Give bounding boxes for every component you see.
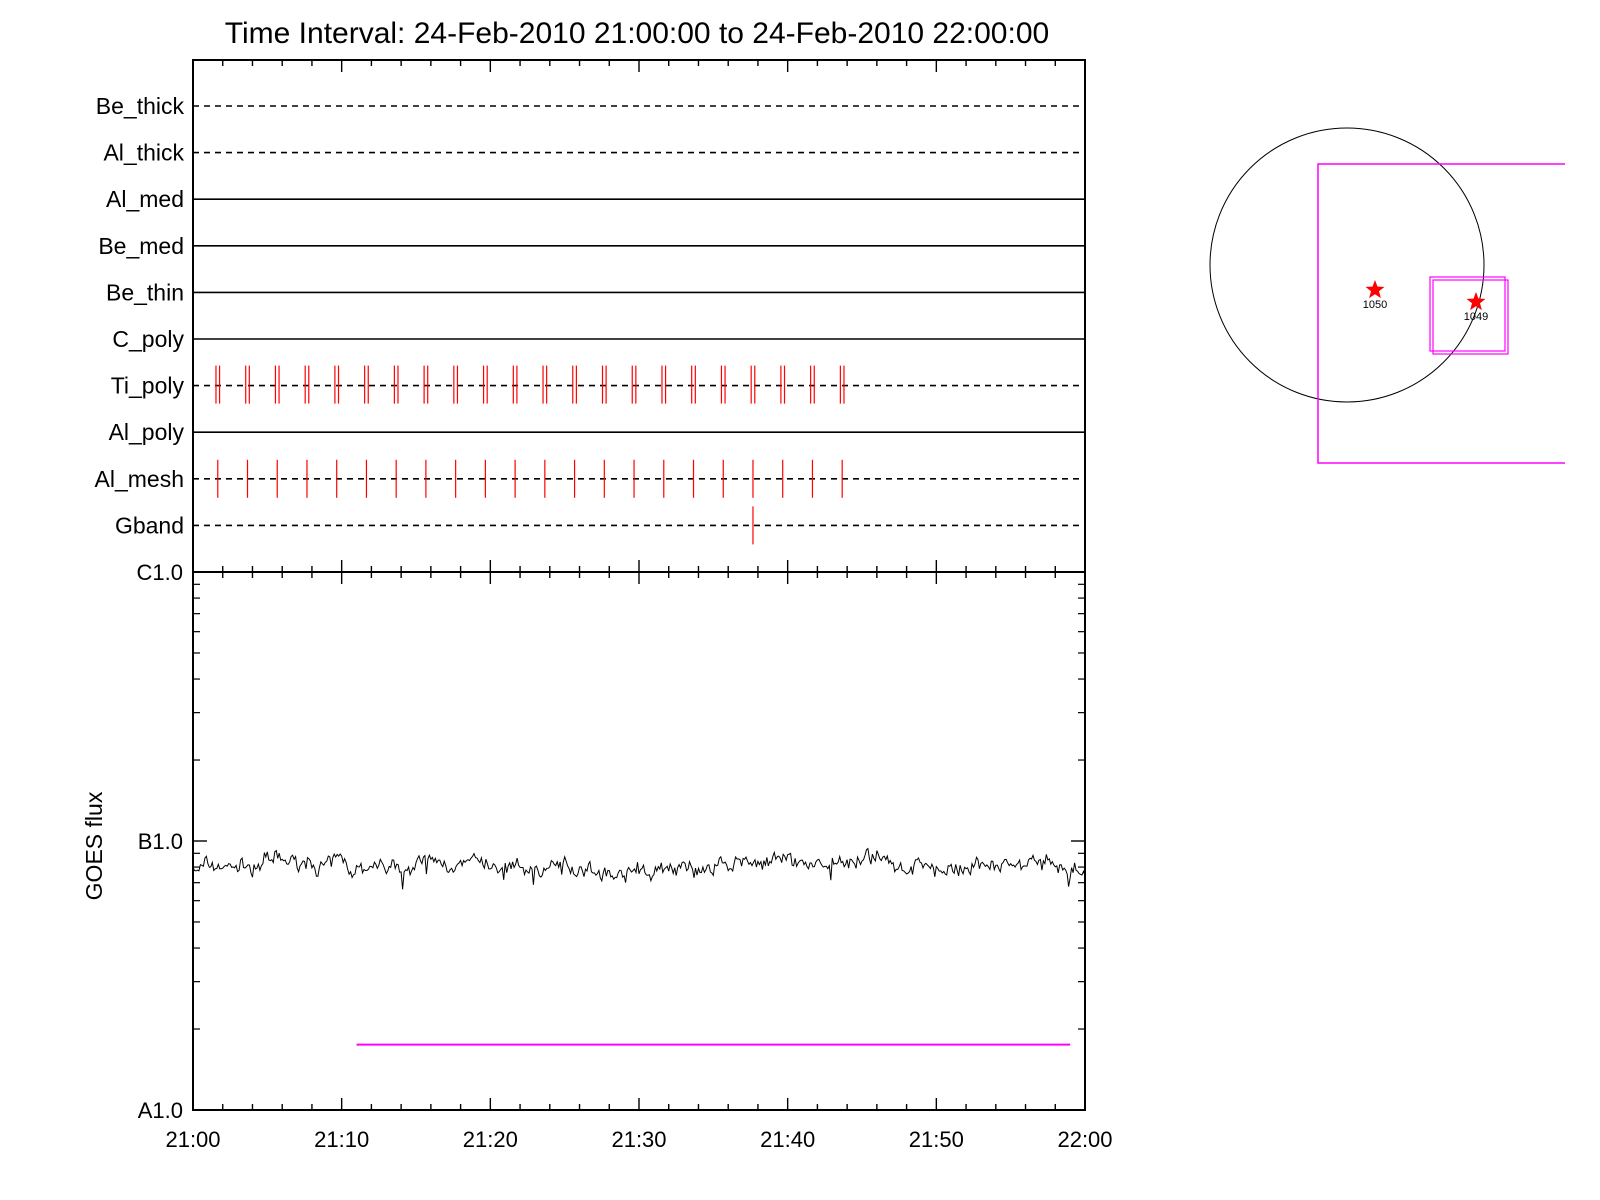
y-tick-label: C1.0: [137, 560, 183, 585]
fov-box-small: [1432, 279, 1509, 355]
row-label-be_thin: Be_thin: [106, 279, 184, 305]
fov-box-large: [1317, 163, 1565, 464]
y-tick-label: B1.0: [138, 829, 183, 854]
x-tick-label: 21:50: [909, 1127, 964, 1152]
x-tick-label: 22:00: [1057, 1127, 1112, 1152]
active-region-star-1050: [1365, 280, 1385, 299]
row-label-be_med: Be_med: [98, 233, 184, 259]
x-tick-label: 21:20: [463, 1127, 518, 1152]
bottom-panel-frame: [192, 571, 1086, 1111]
row-label-al_med: Al_med: [106, 186, 184, 212]
solar-disk-circle: [1209, 127, 1485, 403]
goes-flux-panel: C1.0 B1.0 A1.0 21:00 21:10 21:20 21:30 21:40 21:…: [137, 560, 1113, 1152]
y-axis-label: GOES flux: [81, 791, 107, 900]
sun-map-inset: 1050 1049: [1209, 127, 1565, 464]
active-region-star-1049: [1466, 292, 1486, 311]
row-label-ti_poly: Ti_poly: [111, 373, 185, 399]
x-tick-label: 21:00: [165, 1127, 220, 1152]
active-region-label-1050: 1050: [1363, 299, 1387, 311]
row-label-c_poly: C_poly: [112, 326, 184, 352]
active-region-label-1049: 1049: [1464, 311, 1488, 323]
row-label-al_poly: Al_poly: [109, 419, 185, 445]
row-label-al_mesh: Al_mesh: [95, 466, 184, 492]
chart-title: Time Interval: 24-Feb-2010 21:00:00 to 2…: [225, 17, 1049, 50]
filter-timeline-panel: Be_thick Al_thick Al_med Be_med Be_thin C_pol…: [95, 59, 1086, 573]
row-label-gband: Gband: [115, 512, 184, 538]
x-tick-label: 21:40: [760, 1127, 815, 1152]
top-panel-frame: [192, 59, 1086, 573]
row-label-al_thick: Al_thick: [103, 140, 184, 166]
fov-box-small: [1429, 276, 1506, 352]
x-tick-label: 21:10: [314, 1127, 369, 1152]
x-tick-label: 21:30: [611, 1127, 666, 1152]
row-label-be_thick: Be_thick: [96, 93, 185, 119]
goes-flux-series: [192, 847, 1086, 890]
y-tick-label: A1.0: [138, 1098, 183, 1123]
